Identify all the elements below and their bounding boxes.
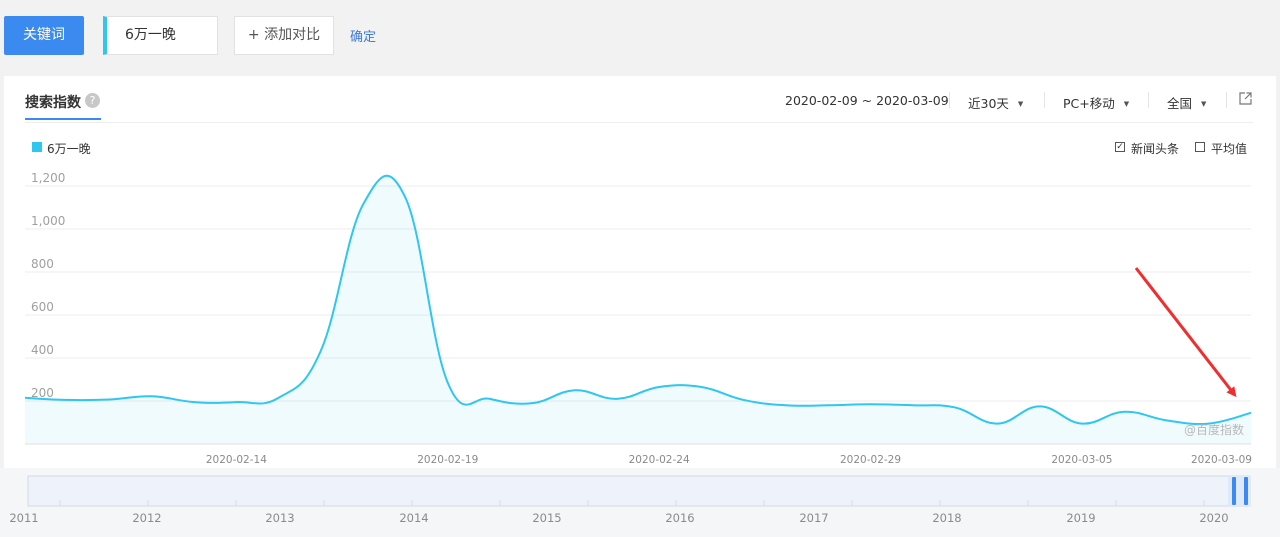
data-point <box>1081 422 1083 424</box>
date-range[interactable]: 2020-02-09 ~ 2020-03-09 <box>785 93 949 108</box>
data-point <box>320 349 322 351</box>
search-index-panel: 搜索指数 ? 2020-02-09 ~ 2020-03-09 近30天 ▼ PC+… <box>4 76 1276 537</box>
y-tick-label: 1,200 <box>31 171 65 185</box>
news-checkbox-label[interactable]: 新闻头条 <box>1131 142 1180 156</box>
navigator-year-label: 2019 <box>1066 511 1095 525</box>
chevron-down-icon: ▼ <box>1123 100 1130 108</box>
y-tick-label: 600 <box>31 300 54 314</box>
navigator-handle-left <box>1232 477 1236 505</box>
x-tick-label: 2020-02-19 <box>417 454 478 466</box>
period-select[interactable]: 近30天 ▼ <box>968 93 1023 112</box>
average-checkbox-label[interactable]: 平均值 <box>1211 142 1248 156</box>
region-label: 全国 <box>1167 96 1193 111</box>
divider <box>1044 92 1045 108</box>
data-point <box>235 401 237 403</box>
y-tick-label: 200 <box>31 386 54 400</box>
data-point <box>996 422 998 424</box>
data-point <box>489 398 491 400</box>
device-label: PC+移动 <box>1063 96 1115 111</box>
add-compare-button[interactable]: + 添加对比 <box>234 16 334 55</box>
data-point <box>1165 419 1167 421</box>
data-point <box>742 399 744 401</box>
data-point <box>24 397 26 399</box>
divider <box>949 92 950 108</box>
navigator-year-label: 2012 <box>132 511 161 525</box>
news-checkbox[interactable]: ✓ <box>1115 142 1125 152</box>
navigator-year-label: 2014 <box>399 511 428 525</box>
x-tick-label: 2020-03-05 <box>1051 454 1112 466</box>
navigator-year-label: 2016 <box>665 511 694 525</box>
tab-underline <box>25 118 101 120</box>
series-line <box>24 174 1252 426</box>
legend-label[interactable]: 6万一晚 <box>47 142 91 156</box>
navigator-handle-right <box>1244 477 1248 505</box>
data-point <box>658 386 660 388</box>
tab-search-index[interactable]: 搜索指数 <box>25 95 81 111</box>
divider <box>1148 92 1149 108</box>
data-point <box>277 397 279 399</box>
tab-divider <box>25 122 1253 123</box>
data-point <box>1038 405 1040 407</box>
navigator-year-label: 2013 <box>265 511 294 525</box>
keyword-button[interactable]: 关键词 <box>4 16 84 55</box>
data-point <box>66 399 68 401</box>
device-select[interactable]: PC+移动 ▼ <box>1063 93 1129 112</box>
navigator-year-label: 2011 <box>9 511 38 525</box>
data-point <box>954 406 956 408</box>
data-point <box>193 401 195 403</box>
chevron-down-icon: ▼ <box>1017 100 1024 108</box>
x-tick-label: 2020-02-14 <box>206 454 267 466</box>
data-point <box>616 398 618 400</box>
navigator-year-label: 2018 <box>932 511 961 525</box>
data-point <box>151 395 153 397</box>
watermark: @百度指数 <box>1184 422 1244 437</box>
external-link-icon[interactable] <box>1239 92 1252 105</box>
period-label: 近30天 <box>968 96 1009 111</box>
navigator-track <box>27 475 1251 507</box>
series-area <box>25 175 1251 445</box>
y-tick-label: 1,000 <box>31 214 65 228</box>
query-toolbar: 关键词 6万一晚 + 添加对比 确定 <box>0 0 1280 76</box>
data-point <box>869 403 871 405</box>
confirm-link[interactable]: 确定 <box>350 30 377 45</box>
data-point <box>827 404 829 406</box>
region-select[interactable]: 全国 ▼ <box>1167 93 1206 112</box>
data-point <box>700 386 702 388</box>
data-point <box>1123 411 1125 413</box>
legend-swatch <box>32 142 42 152</box>
data-point <box>531 402 533 404</box>
chevron-down-icon: ▼ <box>1201 100 1207 108</box>
y-tick-label: 400 <box>31 343 54 357</box>
data-point <box>108 398 110 400</box>
navigator-year-label: 2020 <box>1199 511 1228 525</box>
data-point <box>404 197 406 199</box>
divider <box>1226 92 1227 108</box>
data-point <box>573 389 575 391</box>
x-tick-label: 2020-03-09 <box>1191 454 1252 466</box>
x-tick-label: 2020-02-24 <box>629 454 690 466</box>
average-checkbox[interactable] <box>1195 142 1205 152</box>
data-point <box>785 404 787 406</box>
data-point <box>447 382 449 384</box>
data-point <box>912 404 914 406</box>
data-point <box>1250 412 1252 414</box>
y-tick-label: 800 <box>31 257 54 271</box>
navigator-year-label: 2015 <box>532 511 561 525</box>
keyword-input[interactable]: 6万一晚 <box>103 16 218 55</box>
help-icon[interactable]: ? <box>85 93 100 108</box>
x-tick-label: 2020-02-29 <box>840 454 901 466</box>
navigator-year-label: 2017 <box>799 511 828 525</box>
data-point <box>362 203 364 205</box>
annotation-arrow <box>1134 267 1237 398</box>
